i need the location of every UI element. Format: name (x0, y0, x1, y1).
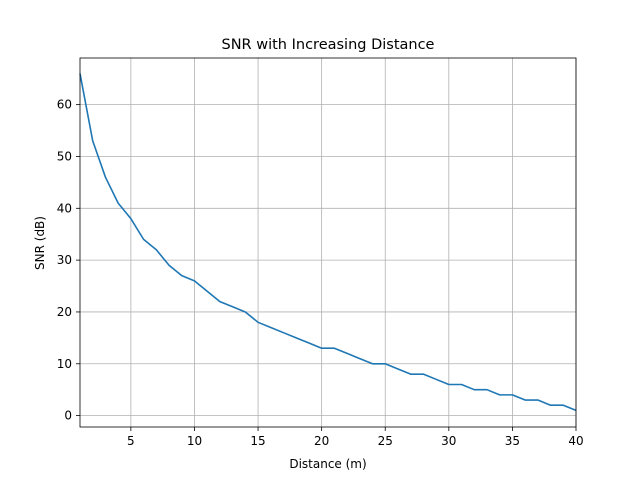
y-tick-label: 30 (57, 253, 72, 267)
x-tick-label: 40 (568, 434, 583, 448)
plot-frame (79, 57, 577, 428)
x-tick-label: 10 (187, 434, 202, 448)
y-tick-label: 20 (57, 305, 72, 319)
x-tick-label: 30 (441, 434, 456, 448)
chart-title: SNR with Increasing Distance (222, 37, 435, 53)
series-line (79, 73, 577, 412)
grid-lines (80, 58, 577, 427)
y-tick-label: 0 (64, 409, 72, 423)
x-tick-label: 5 (127, 434, 135, 448)
x-tick-label: 15 (250, 434, 265, 448)
y-tick-label: 40 (57, 201, 72, 215)
y-axis-label: SNR (dB) (33, 216, 47, 270)
x-axis-label: Distance (m) (289, 457, 366, 471)
series-layer (79, 73, 577, 412)
x-tick-label: 25 (378, 434, 393, 448)
x-tick-label: 35 (505, 434, 520, 448)
y-tick-label: 10 (57, 357, 72, 371)
y-tick-label: 60 (57, 98, 72, 112)
x-tick-label: 20 (314, 434, 329, 448)
y-tick-label: 50 (57, 149, 72, 163)
axis-ticks: 5 10 15 20 25 30 35 40 0 10 20 30 40 50 60 (57, 98, 584, 448)
